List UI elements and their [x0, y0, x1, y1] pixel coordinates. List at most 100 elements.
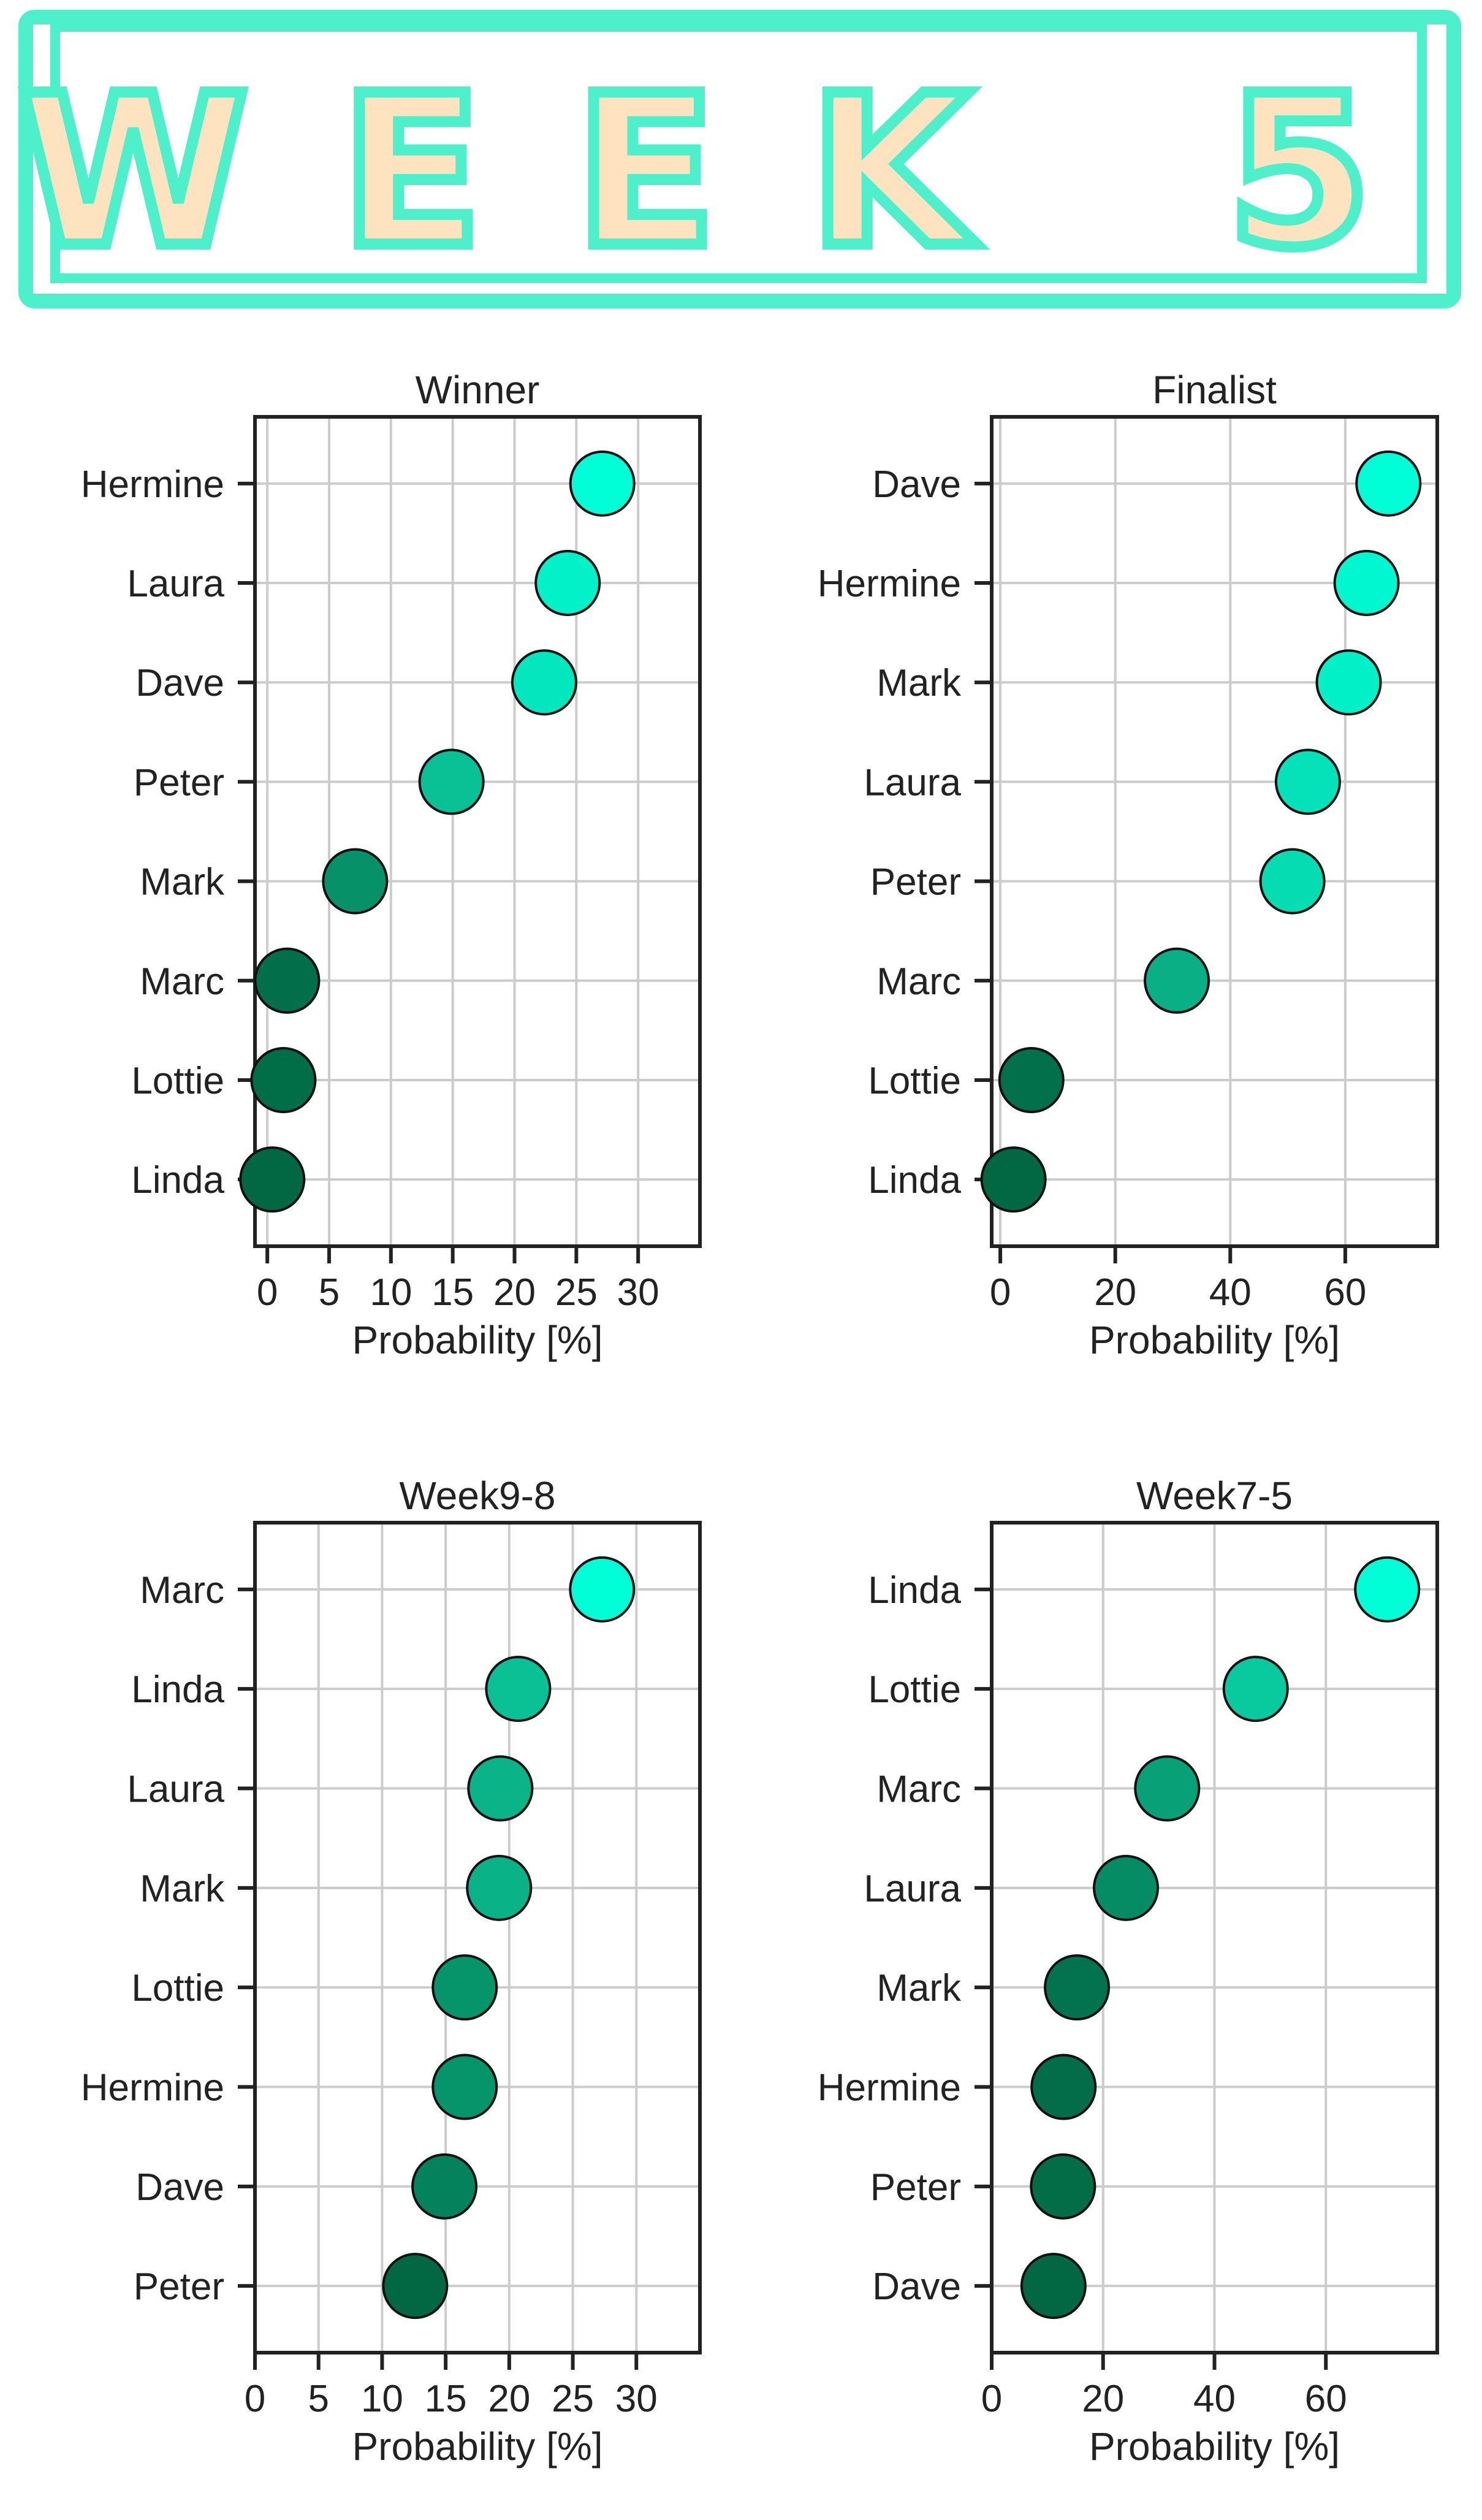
y-tick-label: Dave — [135, 662, 224, 704]
data-point — [431, 2054, 498, 2120]
data-point — [1259, 848, 1326, 915]
chart-title: Week9-8 — [400, 1474, 556, 1518]
week-banner: WEEK 5 WEEK 5 — [13, 10, 1464, 308]
chart-panel-3: Week9-8 Marc Linda Laura Mark Lottie Hermine Da… — [81, 1474, 702, 2469]
data-point — [466, 1854, 533, 1921]
data-point — [1044, 1954, 1111, 2021]
y-tick-label: Linda — [868, 1569, 961, 1612]
plot-frame — [253, 1521, 702, 2354]
data-point — [980, 1146, 1047, 1213]
data-point — [998, 1046, 1065, 1113]
x-axis-label: Probability [%] — [1089, 2424, 1340, 2469]
x-axis-label: Probability [%] — [352, 1318, 602, 1362]
chart-panel-1: Winner Hermine Laura Dave Peter Mark Marc Lotti… — [81, 368, 702, 1362]
y-tick-label: Laura — [127, 1768, 224, 1811]
y-tick-label: Peter — [134, 761, 224, 804]
data-point — [1030, 2054, 1097, 2120]
y-tick-label: Marc — [876, 961, 961, 1003]
y-tick-label: Marc — [140, 961, 224, 1003]
y-tick-label: Linda — [131, 1159, 224, 1201]
y-tick-label: Dave — [872, 2266, 961, 2308]
y-tick-label: Lottie — [131, 1967, 224, 2009]
chart-title: Winner — [416, 368, 540, 412]
data-point — [254, 947, 321, 1014]
y-tick-label: Linda — [131, 1669, 224, 1711]
data-point — [1093, 1854, 1160, 1921]
y-tick-label: Laura — [864, 1868, 961, 1910]
data-point — [467, 1755, 534, 1822]
x-tick-label: 20 — [1094, 1271, 1136, 1314]
y-tick-label: Dave — [135, 2166, 224, 2209]
data-point — [418, 748, 485, 815]
x-tick-label: 30 — [617, 1271, 659, 1314]
y-tick-label: Peter — [870, 2166, 961, 2209]
y-tick-label: Lottie — [868, 1060, 961, 1102]
data-point — [1144, 947, 1210, 1014]
data-point — [569, 1556, 636, 1623]
y-tick-label: Hermine — [818, 563, 961, 605]
data-point — [411, 2153, 478, 2220]
y-tick-label: Mark — [140, 861, 225, 904]
y-tick-label: Hermine — [81, 2066, 224, 2109]
y-tick-label: Hermine — [818, 2066, 961, 2109]
chart-panel-4: Week7-5 Linda Lottie Marc Laura Mark Hermine Pe… — [818, 1474, 1439, 2469]
chart-title: Finalist — [1152, 368, 1277, 412]
chart-title: Week7-5 — [1136, 1474, 1293, 1518]
y-tick-label: Mark — [876, 662, 962, 704]
data-point — [1134, 1755, 1201, 1822]
x-tick-label: 25 — [555, 1271, 598, 1314]
data-point — [511, 649, 577, 716]
data-point — [1355, 450, 1422, 517]
x-tick-label: 30 — [615, 2378, 658, 2420]
data-point — [485, 1656, 552, 1723]
x-tick-label: 5 — [308, 2378, 329, 2420]
x-tick-label: 0 — [981, 2378, 1002, 2420]
data-point — [1020, 2253, 1087, 2320]
x-tick-label: 20 — [1082, 2378, 1124, 2420]
data-point — [1333, 550, 1400, 617]
banner-title-outline: WEEK 5 — [18, 51, 1464, 294]
x-tick-label: 0 — [257, 1271, 278, 1314]
data-point — [569, 450, 636, 517]
data-point — [1030, 2153, 1096, 2220]
x-tick-label: 40 — [1193, 2378, 1236, 2420]
x-tick-label: 5 — [319, 1271, 340, 1314]
y-tick-label: Linda — [868, 1159, 961, 1201]
y-tick-label: Marc — [876, 1768, 961, 1811]
banner-title: WEEK 5 — [18, 51, 1464, 294]
y-tick-label: Lottie — [868, 1669, 961, 1711]
data-point — [1315, 649, 1382, 716]
data-point — [1274, 748, 1341, 815]
x-tick-label: 60 — [1305, 2378, 1347, 2420]
y-tick-label: Dave — [872, 463, 961, 506]
data-point — [239, 1146, 306, 1213]
plot-frame — [253, 415, 702, 1248]
x-axis-label: Probability [%] — [352, 2424, 602, 2469]
data-point — [250, 1046, 317, 1113]
y-tick-label: Laura — [864, 761, 961, 804]
x-tick-label: 25 — [552, 2378, 594, 2420]
x-tick-label: 20 — [488, 2378, 530, 2420]
x-tick-label: 10 — [370, 1271, 412, 1314]
x-tick-label: 0 — [245, 2378, 265, 2420]
banner-outer-frame — [18, 10, 1461, 308]
data-point — [534, 550, 601, 617]
chart-panel-2: Finalist Dave Hermine Mark Laura Peter Marc Lot… — [818, 368, 1439, 1362]
data-point — [1354, 1556, 1421, 1623]
y-tick-label: Marc — [140, 1569, 224, 1612]
y-tick-label: Laura — [127, 563, 224, 605]
y-tick-label: Lottie — [131, 1060, 224, 1102]
plot-frame — [990, 415, 1439, 1248]
x-tick-label: 20 — [493, 1271, 536, 1314]
y-tick-label: Peter — [134, 2266, 224, 2308]
data-point — [1222, 1656, 1289, 1723]
x-tick-label: 15 — [431, 1271, 474, 1314]
y-tick-label: Mark — [140, 1868, 225, 1910]
data-point — [322, 848, 389, 915]
x-tick-label: 40 — [1209, 1271, 1252, 1314]
y-tick-label: Mark — [876, 1967, 962, 2009]
x-axis-label: Probability [%] — [1089, 1318, 1340, 1362]
data-point — [382, 2253, 449, 2320]
y-tick-label: Hermine — [81, 463, 224, 506]
